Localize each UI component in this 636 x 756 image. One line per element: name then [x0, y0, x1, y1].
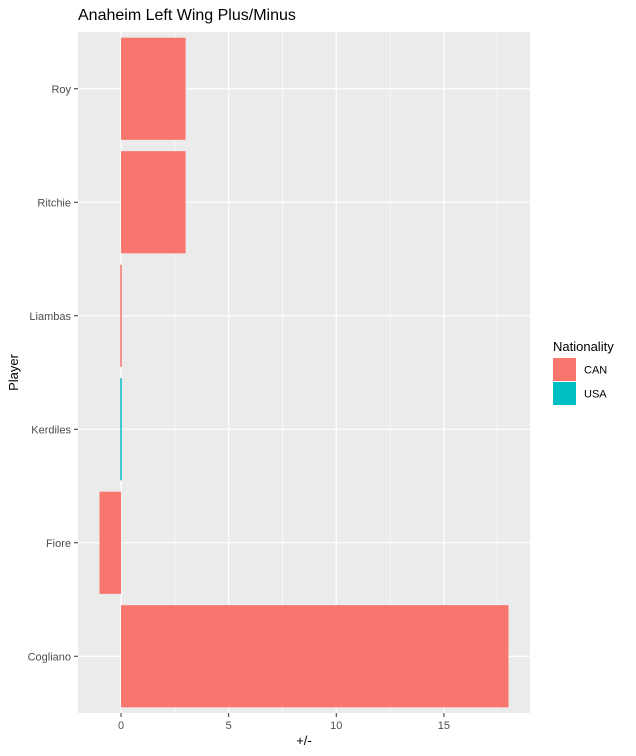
y-tick-label: Liambas — [29, 311, 71, 323]
legend-label: USA — [584, 389, 607, 401]
bar-cogliano — [121, 605, 509, 708]
y-tick-label: Ritchie — [37, 197, 71, 209]
legend: Nationality CAN USA — [553, 339, 614, 405]
y-axis-title: Player — [6, 353, 21, 391]
legend-title: Nationality — [553, 339, 614, 354]
x-axis-title: +/- — [296, 733, 312, 748]
legend-label: CAN — [584, 365, 607, 377]
y-tick-label: Roy — [51, 84, 71, 96]
bar-fiore — [99, 491, 122, 594]
y-tick-label: Fiore — [46, 538, 71, 550]
x-tick-label: 5 — [226, 720, 232, 732]
y-tick-label: Cogliano — [28, 651, 71, 663]
plot-panel — [78, 32, 530, 713]
y-axis: Cogliano Fiore Kerdiles Liambas Ritchie Roy — [28, 84, 78, 663]
bar-roy — [121, 37, 186, 140]
bar-liambas — [120, 264, 122, 367]
legend-key-can — [553, 358, 576, 381]
x-tick-label: 10 — [330, 720, 342, 732]
bar-ritchie — [121, 151, 186, 254]
x-axis: 0 5 10 15 — [118, 713, 450, 732]
chart-title: Anaheim Left Wing Plus/Minus — [78, 7, 296, 24]
legend-key-usa — [553, 382, 576, 405]
bars — [99, 37, 509, 708]
y-tick-label: Kerdiles — [31, 424, 71, 436]
bar-kerdiles — [120, 378, 122, 481]
x-tick-label: 0 — [118, 720, 124, 732]
x-tick-label: 15 — [438, 720, 450, 732]
